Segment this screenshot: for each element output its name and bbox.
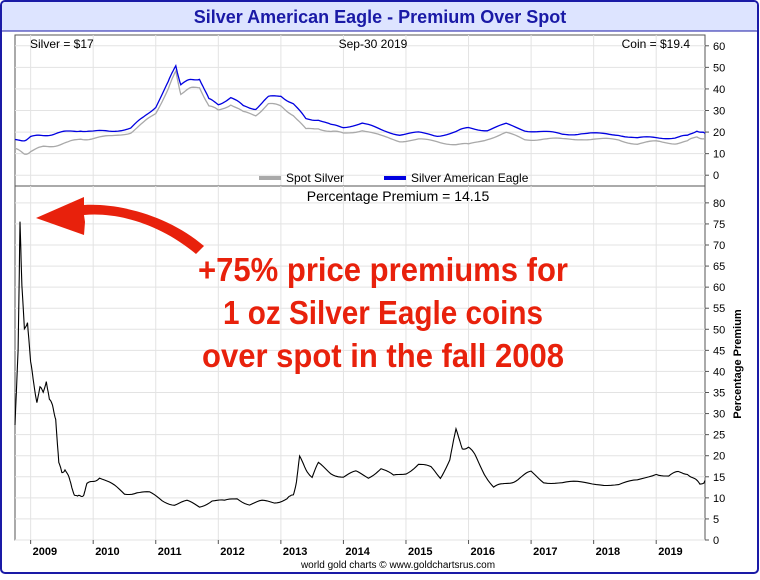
- premium-y-tick-label: 25: [713, 430, 725, 442]
- premium-panel-y-ticks: 0 5 10 15 20 25 30 35 40 45 50 55 60 65 70 75 80: [705, 198, 725, 547]
- date-readout: Sep-30 2019: [339, 37, 408, 51]
- x-tick-label: 2013: [283, 546, 307, 558]
- premium-y-tick-label: 20: [713, 451, 725, 463]
- annotation-line-3: over spot in the fall 2008: [202, 337, 564, 374]
- premium-y-tick-label: 55: [713, 303, 725, 315]
- price-panel-grid: [15, 35, 705, 186]
- x-tick-label: 2017: [533, 546, 557, 558]
- chart-title: Silver American Eagle - Premium Over Spo…: [194, 7, 566, 27]
- legend-label-spot: Spot Silver: [286, 171, 344, 185]
- price-y-tick-label: 20: [713, 127, 725, 139]
- x-tick-label: 2012: [220, 546, 244, 558]
- price-y-tick-label: 50: [713, 62, 725, 74]
- title-bar: [2, 2, 757, 31]
- coin-readout: Coin = $19.4: [622, 37, 691, 51]
- price-y-tick-label: 10: [713, 149, 725, 161]
- premium-panel-series: [14, 221, 706, 508]
- premium-y-tick-label: 15: [713, 472, 725, 484]
- premium-y-tick-label: 70: [713, 240, 725, 252]
- x-axis-ticks: 2009 2010 2011 2012 2013 2014 2015 2016 2017 2018…: [30, 540, 683, 558]
- legend-label-coin: Silver American Eagle: [411, 171, 529, 185]
- premium-readout: Percentage Premium = 14.15: [307, 188, 490, 204]
- legend: Spot Silver Silver American Eagle: [259, 171, 529, 185]
- x-tick-label: 2014: [345, 546, 370, 558]
- premium-y-tick-label: 65: [713, 261, 725, 273]
- x-tick-label: 2009: [33, 546, 57, 558]
- series-spot-silver: [14, 69, 706, 155]
- x-tick-label: 2011: [158, 546, 182, 558]
- footer-credit: world gold charts © www.goldchartsrus.co…: [300, 560, 495, 571]
- premium-y-tick-label: 40: [713, 366, 725, 378]
- premium-y-tick-label: 10: [713, 493, 725, 505]
- silver-readout: Silver = $17: [30, 37, 94, 51]
- premium-axis-label: Percentage Premium: [732, 309, 744, 419]
- series-silver-eagle: [14, 64, 706, 142]
- premium-y-tick-label: 5: [713, 514, 719, 526]
- price-y-tick-label: 40: [713, 84, 725, 96]
- annotation-line-1: +75% price premiums for: [198, 251, 568, 288]
- price-y-tick-label: 0: [713, 170, 719, 182]
- x-tick-label: 2016: [471, 546, 495, 558]
- premium-y-tick-label: 80: [713, 198, 725, 210]
- annotation-arrow: [36, 197, 204, 254]
- premium-y-tick-label: 75: [713, 219, 725, 231]
- premium-y-tick-label: 0: [713, 535, 719, 547]
- series-percentage-premium: [14, 221, 706, 508]
- x-tick-label: 2018: [596, 546, 620, 558]
- premium-y-tick-label: 60: [713, 282, 725, 294]
- price-panel-series: [14, 64, 706, 155]
- x-tick-label: 2010: [95, 546, 119, 558]
- premium-y-tick-label: 30: [713, 409, 725, 421]
- premium-y-tick-label: 35: [713, 388, 725, 400]
- premium-y-tick-label: 45: [713, 345, 725, 357]
- price-y-tick-label: 60: [713, 41, 725, 53]
- premium-y-tick-label: 50: [713, 324, 725, 336]
- price-y-tick-label: 30: [713, 106, 725, 118]
- price-panel-y-ticks: 0 10 20 30 40 50 60: [705, 41, 725, 182]
- annotation: +75% price premiums for 1 oz Silver Eagl…: [198, 251, 568, 374]
- x-tick-label: 2015: [408, 546, 432, 558]
- annotation-line-2: 1 oz Silver Eagle coins: [223, 294, 543, 331]
- x-tick-label: 2019: [658, 546, 682, 558]
